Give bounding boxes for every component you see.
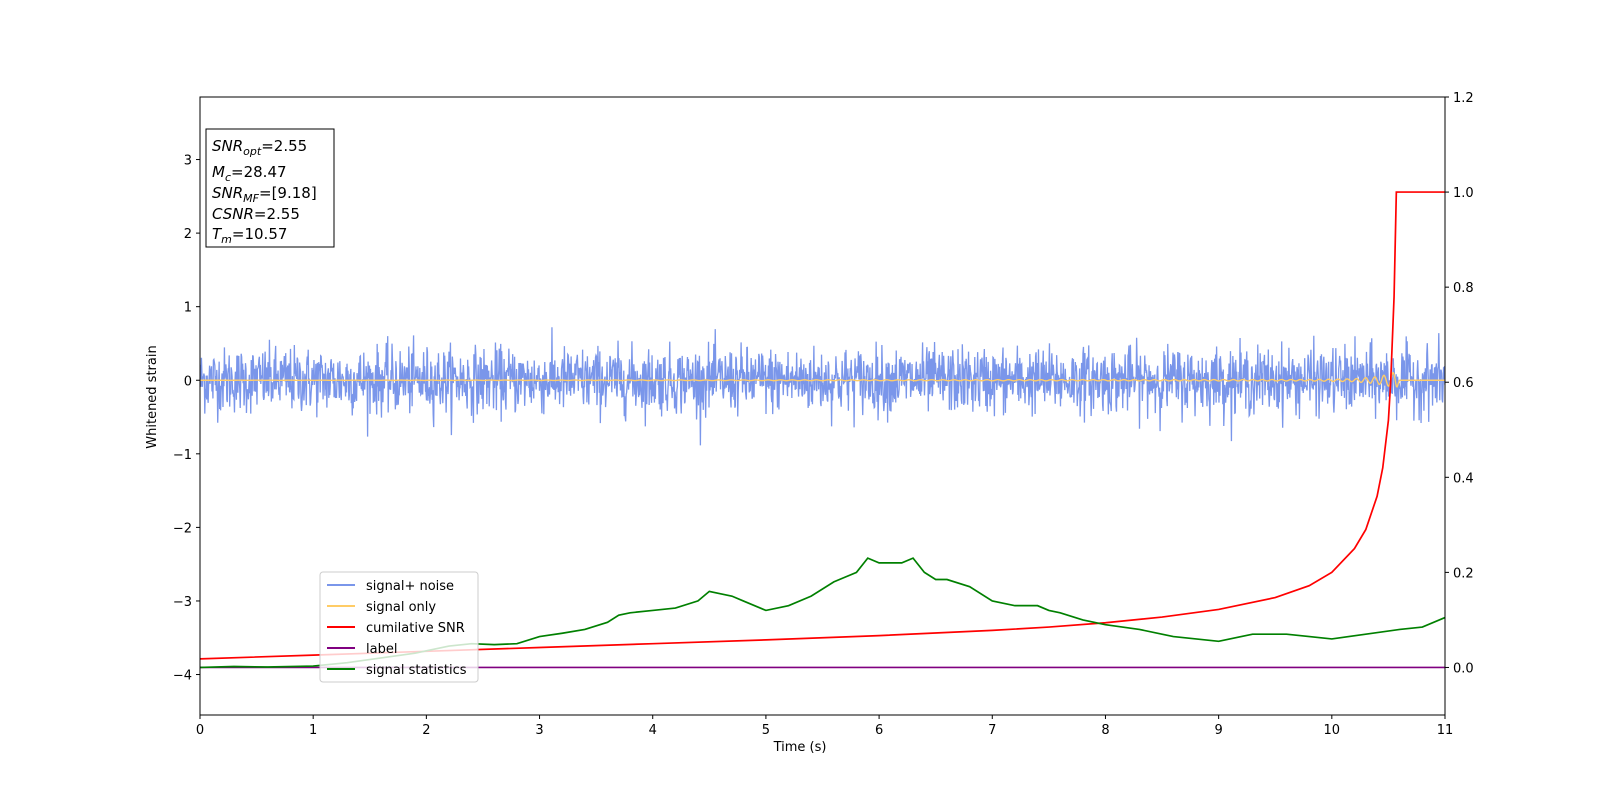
y2-tick-label: 1.0 [1453, 186, 1474, 201]
x-tick-label: 3 [535, 723, 543, 738]
x-tick-label: 6 [875, 723, 883, 738]
axes: 0 1 2 3 4 5 6 7 8 9 10 113210−1−2−3−41.21.00.80.60.… [173, 91, 1474, 738]
annotation-tm: Tm=10.57 [212, 225, 287, 246]
legend-entry: signal only [366, 600, 436, 615]
x-tick-label: 0 [196, 723, 204, 738]
y2-tick-label: 0.6 [1453, 376, 1474, 391]
legend-entry: cumilative SNR [366, 621, 465, 636]
series-signal-noise [200, 327, 1445, 446]
y-tick-label: −3 [173, 595, 192, 610]
series-cumilative-snr [200, 191, 1445, 660]
annotation-csnr: CSNR=2.55 [212, 205, 300, 223]
legend-entry: signal statistics [366, 663, 467, 678]
legend-entry: label [366, 642, 397, 657]
series-signal-only [200, 371, 1445, 388]
y-tick-label: −4 [173, 669, 192, 684]
x-tick-label: 9 [1214, 723, 1222, 738]
plot-frame [199, 96, 1446, 716]
x-tick-label: 2 [422, 723, 430, 738]
y2-tick-label: 1.2 [1453, 91, 1474, 106]
y-tick-label: 3 [184, 154, 192, 169]
legend-frame [319, 571, 479, 683]
legend-entry: signal+ noise [366, 579, 454, 594]
y-tick-label: 0 [184, 374, 192, 389]
x-tick-label: 5 [762, 723, 770, 738]
y-tick-label: 2 [184, 227, 192, 242]
y-tick-label: −1 [173, 448, 192, 463]
x-tick-label: 4 [649, 723, 657, 738]
y2-tick-label: 0.0 [1453, 661, 1474, 676]
y2-tick-label: 0.4 [1453, 471, 1474, 486]
x-tick-label: 7 [988, 723, 996, 738]
x-tick-label: 10 [1324, 723, 1341, 738]
x-tick-label: 8 [1101, 723, 1109, 738]
y-tick-label: 1 [184, 301, 192, 316]
x-axis-label: Time (s) [773, 740, 827, 755]
annotation-snr-mf: SNRMF=[9.18] [212, 184, 317, 205]
x-tick-label: 1 [309, 723, 317, 738]
y2-tick-label: 0.2 [1453, 566, 1474, 581]
x-tick-label: 11 [1437, 723, 1454, 738]
annotation-snr-opt: SNRopt=2.55 [212, 137, 307, 158]
legend: signal+ noise signal only cumilative SNR la… [319, 571, 479, 683]
annotation-mc: Mc=28.47 [212, 163, 287, 184]
annotation-box: SNRopt=2.55 Mc=28.47 SNRMF=[9.18] CSNR=2… [205, 128, 335, 248]
y-axis-label: Whitened strain [145, 345, 160, 448]
series-signal-statistics [200, 557, 1445, 669]
y-tick-label: −2 [173, 521, 192, 536]
y2-tick-label: 0.8 [1453, 281, 1474, 296]
